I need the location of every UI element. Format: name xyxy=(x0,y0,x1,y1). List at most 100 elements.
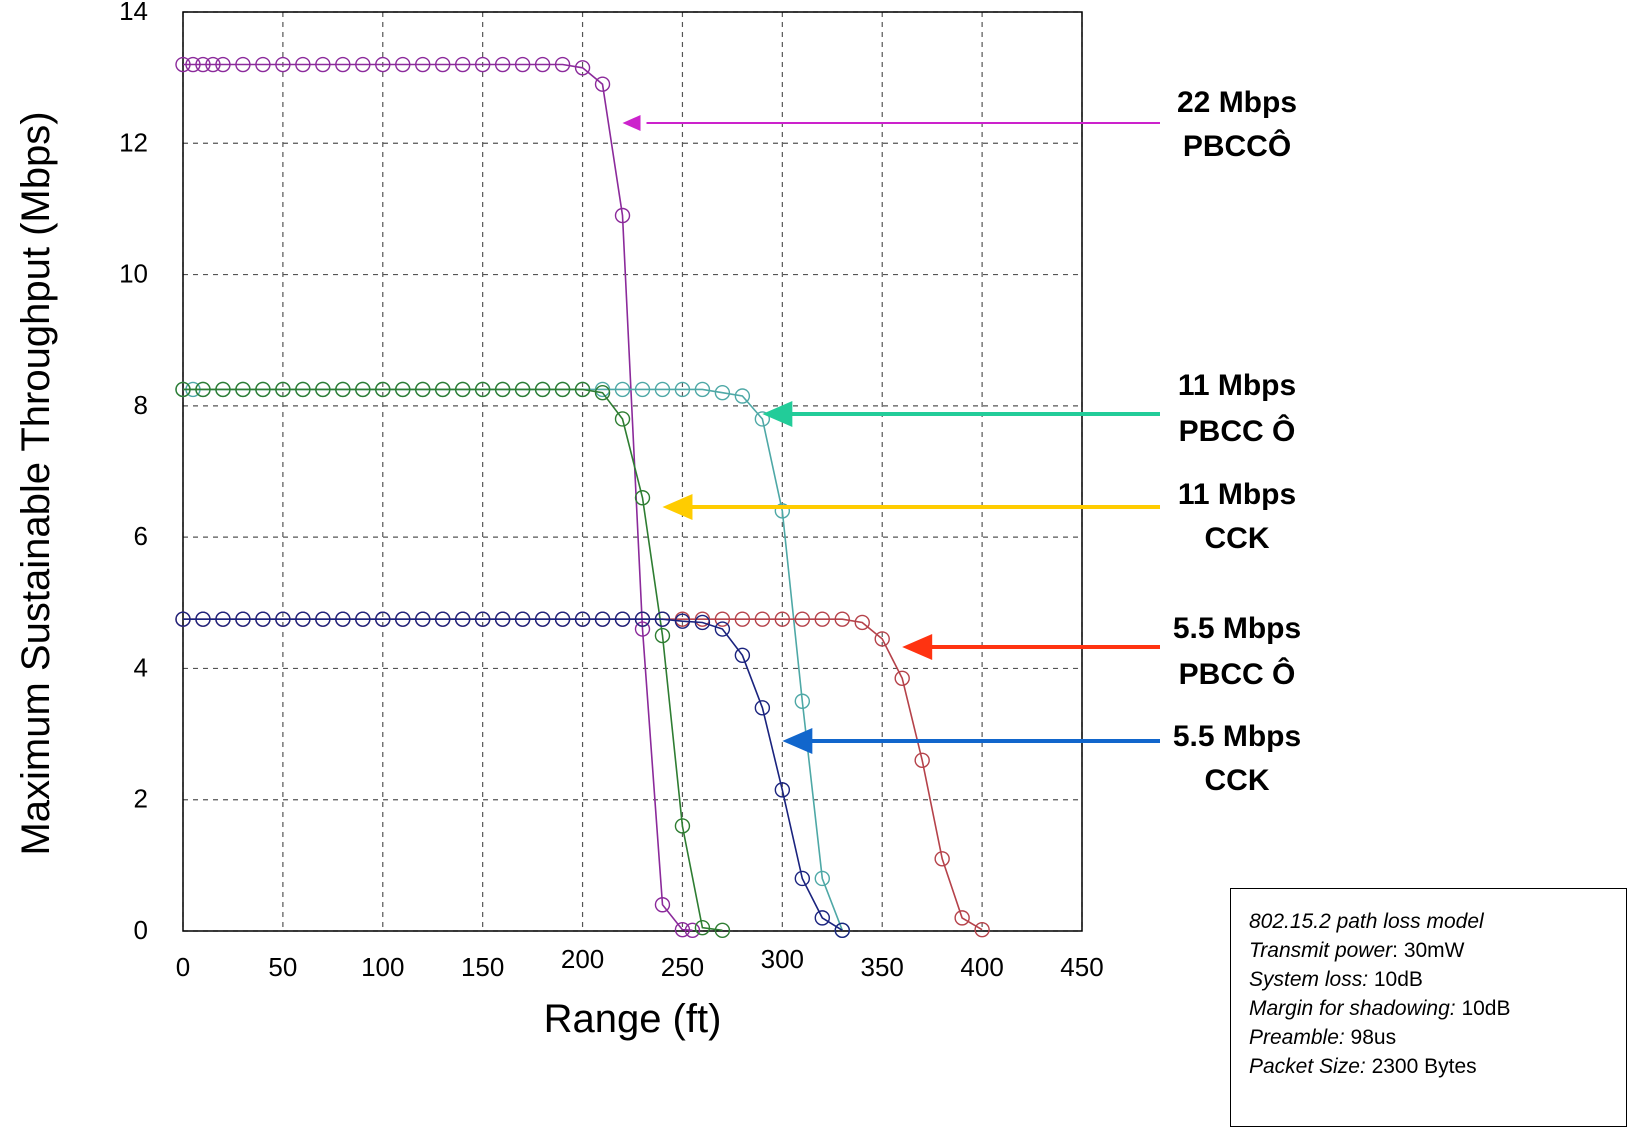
data-point xyxy=(654,627,671,644)
annotation-2: 11 Mbps CCK xyxy=(662,478,1296,555)
data-point xyxy=(534,381,551,398)
data-point xyxy=(684,922,701,939)
data-point xyxy=(694,614,711,631)
data-point xyxy=(674,921,691,938)
data-point xyxy=(395,381,411,398)
data-point xyxy=(794,870,811,887)
data-point xyxy=(474,611,491,627)
y-tick-label: 0 xyxy=(134,915,148,945)
data-point xyxy=(494,381,511,398)
data-point xyxy=(534,56,551,73)
data-point xyxy=(395,56,411,73)
info-line-preamble: Preamble: 98us xyxy=(1249,1026,1397,1049)
data-point xyxy=(514,381,531,398)
annotation-label: PBCC Ô xyxy=(1179,657,1296,691)
info-line-system-loss: System loss: 10dB xyxy=(1249,968,1423,991)
data-point xyxy=(974,921,990,938)
x-tick-label: 450 xyxy=(1060,952,1103,982)
x-tick-label: 200 xyxy=(561,944,604,974)
data-point xyxy=(694,920,711,936)
data-point xyxy=(834,922,850,939)
data-point xyxy=(375,56,391,73)
annotation-label: 5.5 Mbps xyxy=(1173,612,1301,645)
data-point xyxy=(255,381,271,398)
data-point xyxy=(634,621,651,637)
data-point xyxy=(215,611,231,627)
annotation-label: CCK xyxy=(1205,522,1270,555)
data-point xyxy=(714,621,731,637)
data-point xyxy=(674,381,691,398)
x-tick-label: 400 xyxy=(960,952,1003,982)
data-point xyxy=(554,381,571,398)
data-point xyxy=(415,611,431,627)
annotation-label: PBCC Ô xyxy=(1179,414,1296,448)
data-point xyxy=(954,910,970,926)
data-point xyxy=(315,381,331,398)
data-point xyxy=(614,381,631,398)
series-line xyxy=(183,618,843,931)
data-point xyxy=(255,611,271,627)
data-point xyxy=(774,611,791,627)
data-point xyxy=(594,381,611,398)
y-axis-ticks: 0 2 4 6 8 10 12 14 xyxy=(119,0,148,945)
annotation-label: 11 Mbps xyxy=(1178,478,1296,511)
data-point xyxy=(654,611,671,627)
data-point xyxy=(734,388,751,404)
plot-frame xyxy=(182,11,1083,932)
y-tick-label: 2 xyxy=(134,784,148,814)
data-point xyxy=(335,381,351,398)
annotation-3: 5.5 Mbps PBCC Ô xyxy=(902,612,1301,691)
data-point xyxy=(435,56,451,73)
annotation-label: PBCCÔ xyxy=(1183,129,1291,163)
info-line-transmit-power: Transmit power: 30mW xyxy=(1249,939,1465,962)
data-point xyxy=(275,56,291,73)
x-tick-label: 350 xyxy=(861,952,904,982)
x-tick-label: 50 xyxy=(268,952,297,982)
data-point xyxy=(275,611,291,627)
data-point xyxy=(634,490,651,506)
data-point xyxy=(415,381,431,398)
data-point xyxy=(454,611,471,627)
data-point xyxy=(574,611,591,627)
data-point xyxy=(175,611,191,627)
series-0 xyxy=(175,56,701,939)
data-point xyxy=(395,611,411,627)
data-point xyxy=(614,611,631,627)
y-tick-label: 14 xyxy=(119,0,148,26)
data-point xyxy=(195,611,211,627)
data-point xyxy=(714,611,731,627)
data-point xyxy=(914,752,930,769)
data-point xyxy=(295,381,311,398)
data-point xyxy=(614,207,631,224)
series-line xyxy=(183,388,723,932)
data-point xyxy=(474,56,491,73)
y-tick-label: 6 xyxy=(134,521,148,551)
data-point xyxy=(355,381,371,398)
data-point xyxy=(375,381,391,398)
x-axis-title: Range (ft) xyxy=(544,997,722,1041)
data-point xyxy=(694,611,711,627)
data-point xyxy=(874,631,890,647)
x-tick-label: 150 xyxy=(461,952,504,982)
data-point xyxy=(634,611,651,627)
data-point xyxy=(754,700,771,716)
data-point xyxy=(734,647,751,663)
data-point xyxy=(315,611,331,627)
data-point xyxy=(185,56,201,73)
data-point xyxy=(514,611,531,627)
data-point xyxy=(415,56,431,73)
data-point xyxy=(494,611,511,627)
annotation-arrowhead xyxy=(782,728,813,754)
data-point xyxy=(195,56,211,73)
data-point xyxy=(754,411,771,427)
data-point xyxy=(275,381,291,398)
data-point xyxy=(295,56,311,73)
annotation-label: 11 Mbps xyxy=(1178,369,1296,402)
data-point xyxy=(235,611,251,627)
data-point xyxy=(355,611,371,627)
data-point xyxy=(794,611,811,627)
data-point xyxy=(594,385,611,401)
data-point xyxy=(654,381,671,398)
x-tick-label: 250 xyxy=(661,952,704,982)
